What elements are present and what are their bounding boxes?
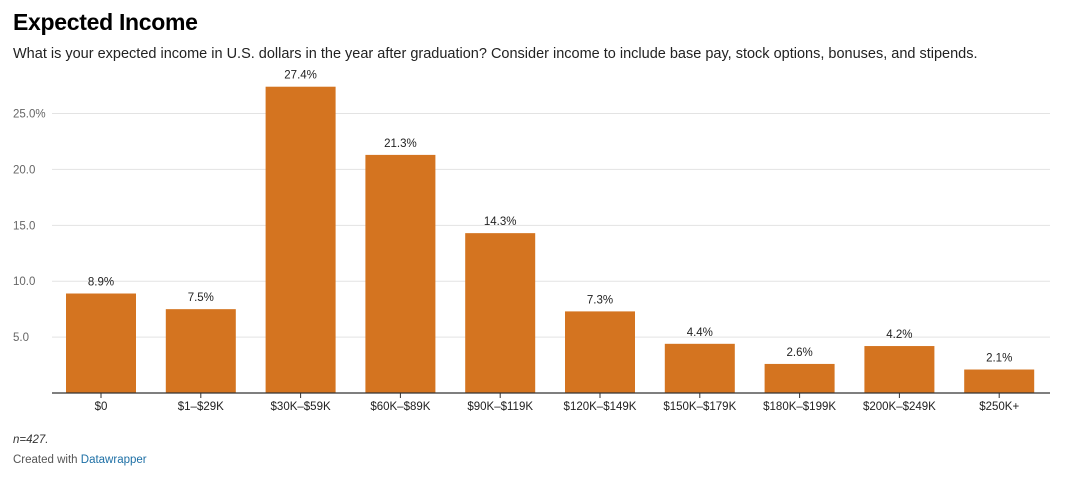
bar (664, 343, 735, 393)
x-tick-label: $200K–$249K (863, 401, 936, 413)
x-tick-label: $60K–$89K (370, 401, 430, 413)
x-tick-label: $250K+ (979, 401, 1019, 413)
y-tick-label: 20.0 (13, 164, 35, 176)
bar (565, 311, 635, 393)
y-tick-label: 15.0 (13, 220, 35, 232)
chart-credit: Created with Datawrapper (13, 454, 147, 466)
x-tick-label: $30K–$59K (271, 401, 331, 413)
data-label: 4.4% (687, 327, 713, 339)
x-tick-label: $1–$29K (178, 401, 224, 413)
x-tick-label: $90K–$119K (467, 401, 533, 413)
chart-notes: n=427. (13, 434, 49, 446)
data-label: 7.5% (188, 292, 214, 304)
bar (365, 154, 436, 393)
x-tick-label: $0 (95, 401, 108, 413)
bar (165, 309, 236, 393)
y-tick-label: 25.0% (13, 109, 46, 121)
credit-prefix: Created with (13, 454, 78, 466)
bar (66, 293, 136, 393)
x-tick-label: $120K–$149K (564, 401, 637, 413)
y-tick-label: 10.0 (13, 276, 35, 288)
x-tick-label: $150K–$179K (663, 401, 736, 413)
bar (265, 86, 336, 393)
bar (964, 369, 1035, 393)
x-tick-label: $180K–$199K (763, 401, 836, 413)
chart-title: Expected Income (13, 9, 198, 35)
chart-subtitle: What is your expected income in U.S. dol… (13, 46, 978, 62)
data-label: 2.6% (786, 347, 812, 359)
datawrapper-link[interactable]: Datawrapper (80, 454, 147, 466)
data-label: 4.2% (886, 329, 912, 341)
data-label: 8.9% (88, 277, 114, 289)
data-label: 21.3% (384, 138, 417, 150)
data-label: 14.3% (484, 216, 517, 228)
data-label: 7.3% (587, 294, 613, 306)
bar (465, 233, 536, 393)
data-label: 27.4% (284, 70, 317, 82)
data-label: 2.1% (986, 353, 1012, 365)
y-tick-label: 5.0 (13, 332, 29, 344)
bar (764, 363, 835, 393)
bar (864, 346, 935, 393)
